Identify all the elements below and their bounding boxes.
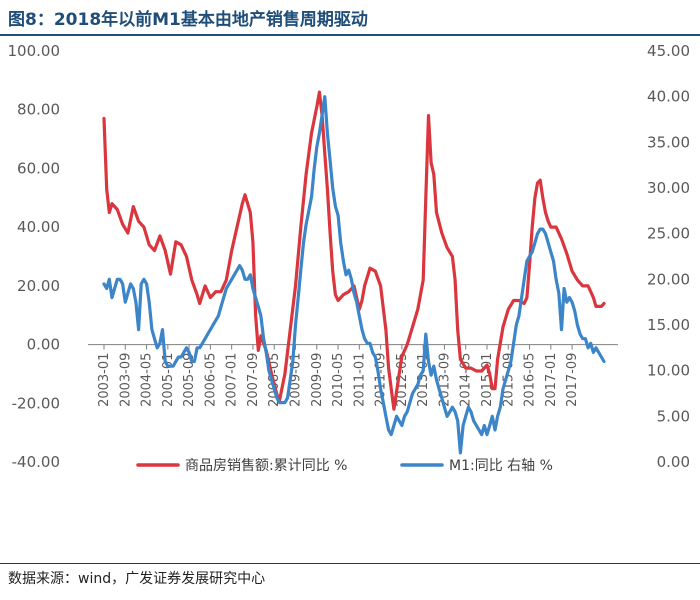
left-axis-tick-label: 60.00: [17, 159, 60, 177]
x-axis-tick-label: 2017-01: [544, 353, 559, 407]
left-axis-tick-label: 100.00: [8, 42, 61, 60]
right-axis-tick-label: 5.00: [657, 407, 690, 425]
x-axis-tick-label: 2014-05: [459, 353, 474, 407]
right-axis: 0.00 5.00 10.00 15.00 20.00 25.00 30.00 35.00 40…: [647, 42, 690, 471]
source-divider: [0, 563, 700, 564]
right-axis-tick-label: 0.00: [657, 453, 690, 471]
x-axis-tick-label: 2015-01: [480, 353, 495, 407]
x-axis-tick-label: 2010-05: [331, 353, 346, 407]
x-axis-tick-label: 2013-01: [416, 353, 431, 407]
x-axis-tick-label: 2017-09: [565, 353, 580, 407]
left-axis: -40.00 -20.00 0.00 20.00 40.00 60.00 80.00 100.…: [8, 42, 61, 471]
x-axis-tick-label: 2003-09: [118, 353, 133, 407]
left-axis-tick-label: 80.00: [17, 101, 60, 119]
right-axis-tick-label: 45.00: [647, 42, 690, 60]
series-line-m1: [102, 95, 606, 455]
title-bar: 图8：2018年以前M1基本由地产销售周期驱动: [0, 0, 700, 36]
source-note: 数据来源：wind，广发证券发展研究中心: [8, 571, 266, 587]
left-axis-tick-label: 40.00: [17, 218, 60, 236]
series-layer: [102, 90, 606, 455]
x-axis: 2003-01 2003-09 2004-05 2005-01 2005-09 2006-…: [97, 344, 580, 407]
series-line-sales: [102, 90, 606, 411]
line-chart: -40.00 -20.00 0.00 20.00 40.00 60.00 80.00 100.…: [8, 42, 691, 474]
x-axis-tick-label: 2012-05: [395, 353, 410, 407]
x-axis-tick-label: 2013-09: [437, 353, 452, 407]
left-axis-tick-label: 20.00: [17, 277, 60, 295]
x-axis-tick-label: 2006-05: [203, 353, 218, 407]
figure-title: 图8：2018年以前M1基本由地产销售周期驱动: [8, 10, 368, 30]
x-axis-tick-label: 2005-01: [161, 353, 176, 407]
legend: 商品房销售额:累计同比 % M1:同比 右轴 %: [136, 458, 553, 474]
x-axis-tick-label: 2003-01: [97, 353, 112, 407]
x-axis-tick-label: 2005-09: [182, 353, 197, 407]
right-axis-tick-label: 15.00: [647, 316, 690, 334]
legend-label: 商品房销售额:累计同比 %: [185, 458, 347, 474]
x-axis-tick-label: 2015-09: [501, 353, 516, 407]
x-axis-tick-label: 2011-01: [352, 353, 367, 407]
right-axis-tick-label: 35.00: [647, 133, 690, 151]
right-axis-tick-label: 30.00: [647, 179, 690, 197]
x-axis-tick-label: 2007-09: [246, 353, 261, 407]
left-axis-tick-label: -40.00: [12, 453, 60, 471]
right-axis-tick-label: 10.00: [647, 362, 690, 380]
legend-label: M1:同比 右轴 %: [449, 458, 553, 474]
right-axis-tick-label: 40.00: [647, 88, 690, 106]
x-axis-tick-label: 2007-01: [225, 353, 240, 407]
left-axis-tick-label: -20.00: [12, 394, 60, 412]
left-axis-tick-label: 0.00: [27, 336, 60, 354]
x-axis-tick-label: 2009-09: [310, 353, 325, 407]
right-axis-tick-label: 25.00: [647, 225, 690, 243]
right-axis-tick-label: 20.00: [647, 270, 690, 288]
x-axis-tick-label: 2016-05: [523, 353, 538, 407]
x-axis-tick-label: 2004-05: [140, 353, 155, 407]
